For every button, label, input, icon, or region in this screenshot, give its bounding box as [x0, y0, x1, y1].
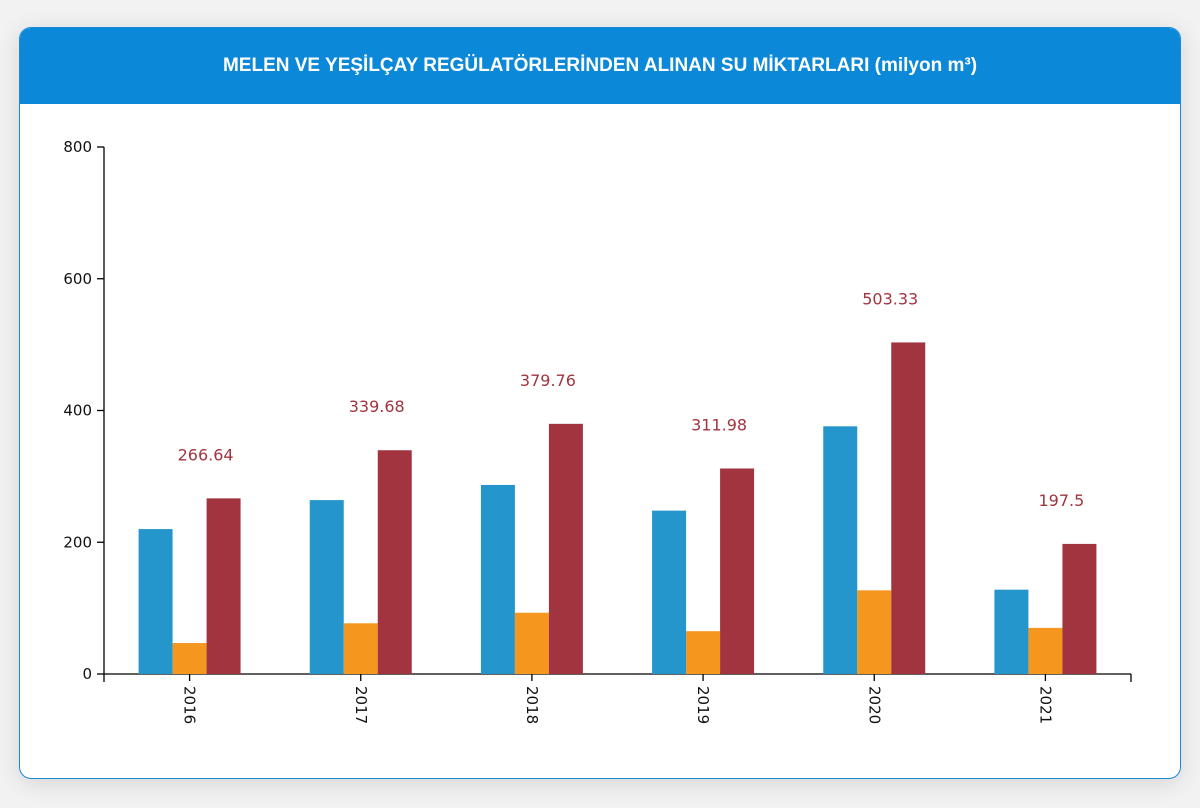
bar-2018-series-2	[514, 612, 549, 674]
x-tick-label: 2018	[523, 686, 541, 724]
bar-2021-series-2	[1028, 627, 1063, 674]
bar-2018-series-3	[548, 423, 583, 674]
data-label: 311.98	[691, 415, 747, 434]
bar-2016-series-2	[172, 643, 207, 674]
data-label: 266.64	[178, 445, 234, 464]
x-tick-label: 2017	[352, 686, 370, 724]
data-label: 197.5	[1039, 491, 1085, 510]
bar-2017-series-3	[377, 450, 412, 674]
bar-2017-series-1	[309, 500, 344, 674]
bar-2019-series-3	[720, 468, 755, 674]
data-label: 503.33	[862, 289, 918, 308]
x-tick-label: 2016	[181, 686, 199, 724]
x-tick-label: 2021	[1036, 686, 1054, 724]
y-tick-label: 0	[82, 665, 92, 683]
bar-2020-series-1	[823, 426, 858, 674]
chart-title: MELEN VE YEŞİLÇAY REGÜLATÖRLERİNDEN ALIN…	[20, 28, 1180, 104]
bar-2021-series-1	[994, 589, 1029, 674]
y-tick-label: 200	[63, 533, 92, 551]
x-tick-label: 2019	[694, 686, 712, 724]
x-tick-label: 2020	[865, 686, 883, 724]
y-tick-label: 400	[63, 402, 92, 420]
bar-2017-series-2	[343, 623, 378, 674]
bar-2016-series-3	[206, 498, 241, 674]
y-tick-label: 600	[63, 270, 92, 288]
bar-2020-series-3	[891, 342, 926, 674]
data-label: 379.76	[520, 371, 576, 390]
bar-2019-series-1	[652, 510, 687, 674]
data-label: 339.68	[349, 397, 405, 416]
bar-2019-series-2	[686, 631, 721, 674]
bar-2016-series-1	[138, 529, 173, 674]
bar-2021-series-3	[1062, 543, 1097, 674]
y-tick-label: 800	[63, 138, 92, 156]
bar-2018-series-1	[480, 484, 515, 674]
bar-2020-series-2	[857, 590, 892, 674]
